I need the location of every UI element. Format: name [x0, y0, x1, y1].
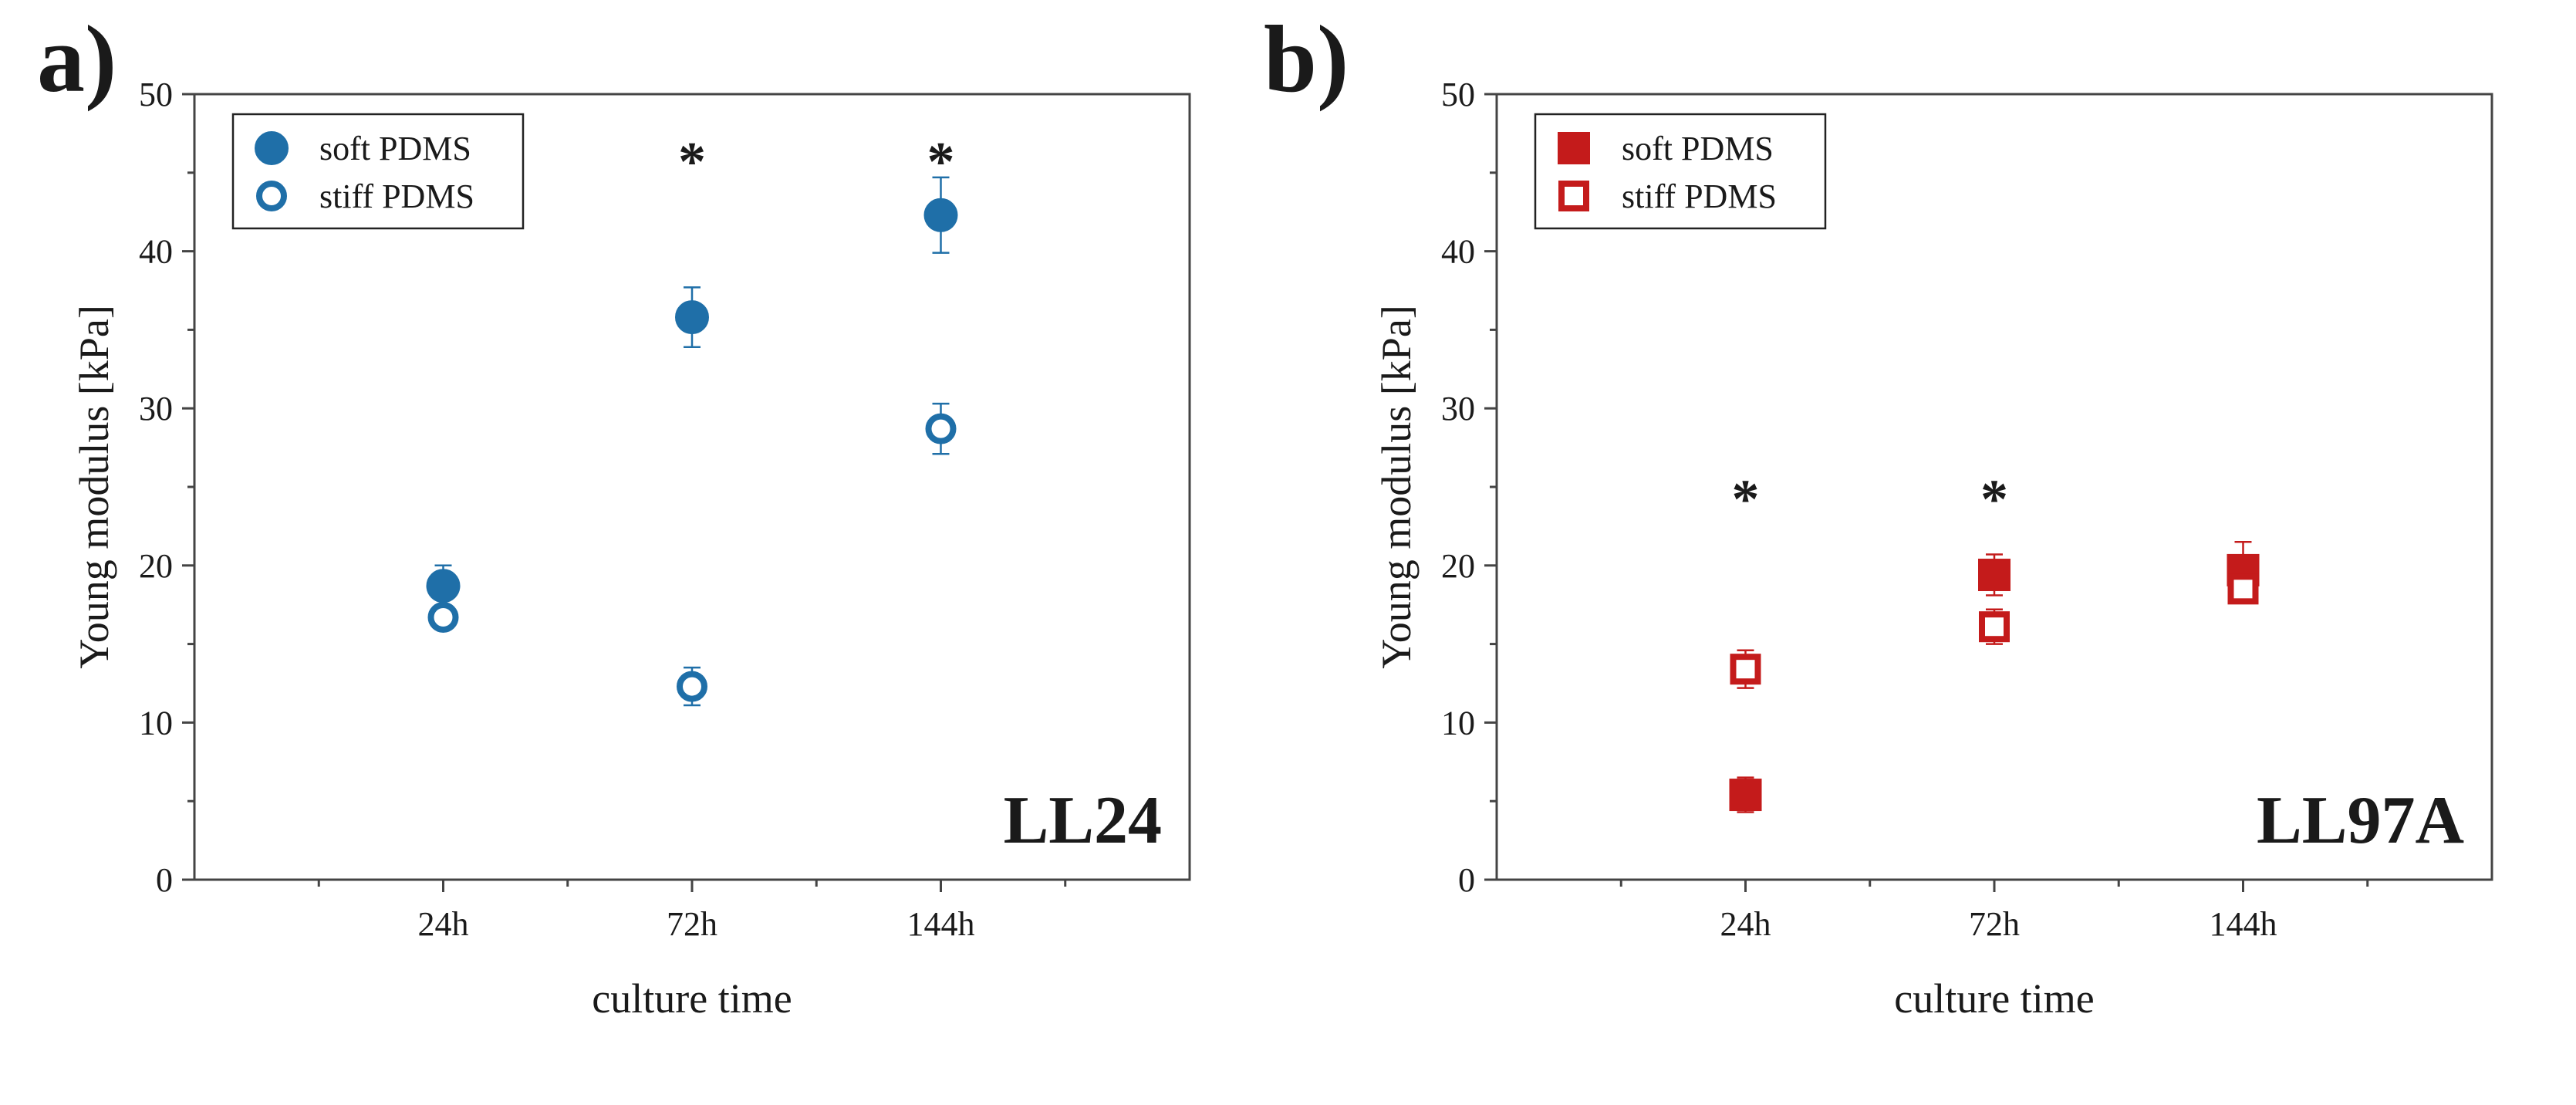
legend-label: soft PDMS [319, 130, 471, 167]
legend-label: stiff PDMS [319, 177, 474, 215]
legend-marker [1558, 181, 1589, 211]
legend-box [231, 113, 525, 230]
y-tick-label: 50 [139, 76, 173, 113]
series-soft [1729, 541, 2260, 813]
series-soft [426, 176, 958, 607]
y-tick-label: 30 [1441, 390, 1475, 427]
data-point [677, 671, 707, 702]
y-axis-title: Young modulus [kPa] [1373, 305, 1420, 669]
x-tick-label: 24h [418, 905, 469, 943]
y-axis-title: Young modulus [kPa] [71, 305, 117, 669]
series-stiff [1730, 573, 2259, 689]
y-tick-label: 0 [1458, 861, 1475, 899]
data-point [1729, 779, 1762, 812]
legend-marker [256, 181, 287, 211]
cell-line-label: LL24 [1004, 783, 1162, 858]
data-point [923, 198, 958, 232]
chart-panel-1: 0 10 20 30 40 50 24h 72h 144h culture time Young m… [37, 6, 1191, 1022]
legend: soft PDMS stiff PDMS [1534, 113, 1827, 230]
data-point [2227, 573, 2259, 605]
y-tick-label: 40 [139, 233, 173, 271]
legend: soft PDMS stiff PDMS [231, 113, 525, 230]
y-tick-label: 20 [1441, 547, 1475, 585]
legend-label: soft PDMS [1622, 130, 1774, 167]
legend-label: stiff PDMS [1622, 177, 1777, 215]
y-tick-label: 30 [139, 390, 173, 427]
y-tick-label: 0 [156, 861, 173, 899]
x-axis-title: culture time [1894, 975, 2094, 1022]
data-point [925, 413, 957, 444]
data-point [427, 601, 459, 633]
significance-star: * [1732, 468, 1760, 530]
significance-star: * [1980, 468, 2008, 530]
y-tick-label: 10 [139, 704, 173, 742]
panel-label: a) [37, 6, 116, 112]
data-point [1730, 654, 1761, 685]
legend-marker [1558, 132, 1590, 164]
x-tick-label: 72h [667, 905, 717, 943]
y-tick-label: 20 [139, 547, 173, 585]
y-tick-label: 10 [1441, 704, 1475, 742]
data-point [1978, 559, 2010, 592]
significance-star: * [678, 130, 706, 192]
x-tick-label: 24h [1720, 905, 1771, 943]
panel-label: b) [1264, 6, 1349, 112]
x-axis-title: culture time [592, 975, 792, 1022]
legend-marker [255, 131, 289, 165]
cell-line-label: LL97A [2257, 783, 2464, 858]
significance-star: * [927, 130, 955, 192]
y-tick-label: 50 [1441, 76, 1475, 113]
x-tick-label: 144h [2210, 905, 2277, 943]
x-tick-label: 144h [907, 905, 975, 943]
x-tick-label: 72h [1969, 905, 2020, 943]
data-point [675, 300, 709, 335]
y-tick-label: 40 [1441, 233, 1475, 271]
chart-panel-2: 0 10 20 30 40 50 24h 72h 144h culture time Young m… [1264, 6, 2493, 1022]
data-point [1979, 611, 2010, 643]
data-point [426, 569, 461, 603]
series-stiff [427, 402, 957, 707]
